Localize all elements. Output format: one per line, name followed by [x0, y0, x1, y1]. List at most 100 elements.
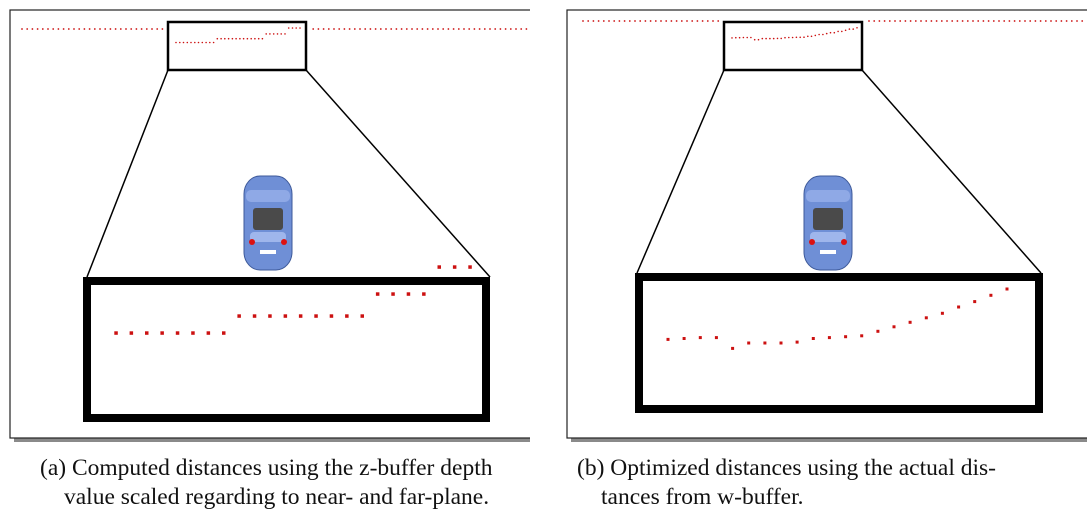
depth-point — [876, 329, 880, 333]
source-point — [844, 29, 847, 32]
car-icon — [803, 175, 853, 271]
source-point — [829, 31, 832, 34]
scan-point — [868, 20, 870, 22]
scan-point — [421, 28, 424, 30]
source-point — [837, 30, 839, 33]
scan-point — [161, 28, 164, 30]
caption-line-1: (b) Optimized distances using the actual… — [577, 455, 996, 481]
zoom-connector-right — [861, 69, 1042, 274]
source-point — [186, 41, 189, 44]
source-point — [818, 33, 820, 36]
source-point — [833, 31, 836, 34]
scan-point — [904, 20, 907, 22]
source-point — [761, 37, 764, 40]
scan-point — [951, 20, 954, 22]
scan-point — [405, 28, 408, 30]
scan-point — [925, 20, 928, 22]
depth-point — [160, 331, 164, 335]
source-point — [231, 37, 234, 40]
scan-point — [982, 20, 985, 22]
source-point — [287, 27, 290, 29]
source-point — [179, 41, 181, 44]
source-point — [239, 37, 241, 40]
depth-point — [283, 314, 288, 318]
scan-point — [437, 28, 439, 30]
zoom-source-box — [722, 20, 864, 72]
scan-point — [379, 28, 382, 30]
scan-point — [509, 28, 512, 30]
source-point — [799, 36, 801, 39]
source-point — [825, 32, 828, 35]
source-point — [810, 35, 813, 38]
scan-point — [706, 20, 709, 22]
depth-point — [252, 314, 257, 318]
scan-point — [1050, 20, 1052, 22]
scan-point — [977, 20, 980, 22]
scan-point — [374, 28, 377, 30]
source-point — [182, 41, 185, 44]
scan-point — [390, 28, 393, 30]
scan-point — [135, 28, 138, 30]
zoom-connector-left — [636, 69, 725, 274]
depth-point — [114, 331, 118, 335]
zoom-inset-points — [114, 265, 472, 335]
depth-point — [298, 314, 303, 318]
source-point — [250, 37, 252, 40]
scan-point — [57, 28, 60, 30]
scan-point — [457, 28, 460, 30]
scan-point — [654, 20, 657, 22]
figure-b: (b) Optimized distances using the actual… — [557, 0, 1087, 520]
depth-point — [698, 336, 702, 340]
depth-point — [957, 305, 961, 309]
scan-point — [597, 20, 600, 22]
source-point — [254, 37, 256, 40]
depth-point — [747, 341, 751, 345]
scan-point — [312, 28, 315, 30]
scan-point — [504, 28, 507, 30]
depth-point — [924, 316, 928, 320]
scan-point — [686, 20, 688, 22]
scan-point — [468, 28, 471, 30]
source-point — [295, 27, 298, 29]
scan-point — [483, 28, 486, 30]
source-point — [194, 41, 196, 44]
car-taillight-left — [809, 239, 815, 245]
zoom-source-box — [166, 20, 308, 72]
scan-point — [31, 28, 34, 30]
source-point — [209, 41, 211, 44]
depth-point — [892, 325, 896, 329]
source-point — [772, 37, 775, 40]
figure-b-caption: (b) Optimized distances using the actual… — [577, 454, 1087, 512]
source-point — [735, 36, 737, 39]
scan-point — [1060, 20, 1063, 22]
scan-point — [41, 28, 44, 30]
scan-point — [644, 20, 647, 22]
source-point — [746, 36, 748, 39]
scan-point — [582, 20, 584, 22]
scan-point — [717, 20, 720, 22]
scan-point — [359, 28, 361, 30]
scan-point — [140, 28, 143, 30]
source-point — [765, 37, 767, 40]
scanline-points — [582, 20, 1084, 22]
scan-point — [317, 28, 320, 30]
scan-point — [1076, 20, 1078, 22]
source-point — [201, 41, 204, 44]
scan-point — [109, 28, 112, 30]
scan-point — [114, 28, 117, 30]
scan-point — [966, 20, 969, 22]
scan-point — [36, 28, 39, 30]
depth-point — [422, 292, 426, 296]
source-point — [753, 38, 756, 41]
car-window — [813, 208, 843, 230]
source-point — [814, 34, 817, 37]
car-trunk — [250, 232, 286, 242]
scan-point — [473, 28, 476, 30]
scan-point — [489, 28, 491, 30]
zoom-inset-box — [635, 273, 1043, 413]
source-point — [280, 33, 283, 35]
scan-point — [623, 20, 626, 22]
depth-point — [314, 314, 318, 318]
depth-point — [391, 292, 395, 296]
depth-point — [666, 337, 670, 341]
